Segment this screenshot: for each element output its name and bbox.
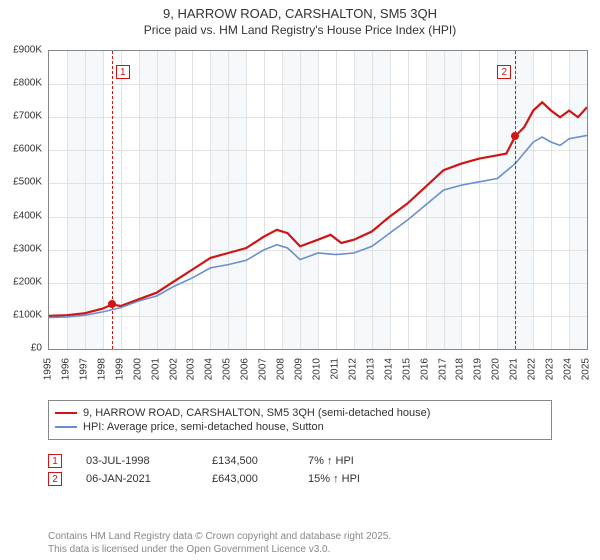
legend-swatch	[55, 426, 77, 428]
x-tick-label: 2005	[222, 358, 233, 380]
y-tick-label: £400K	[13, 210, 42, 221]
x-tick-label: 2006	[240, 358, 251, 380]
x-tick-label: 2003	[186, 358, 197, 380]
legend-item: HPI: Average price, semi-detached house,…	[55, 421, 545, 433]
chart-title-block: 9, HARROW ROAD, CARSHALTON, SM5 3QH Pric…	[0, 0, 600, 38]
y-tick-label: £800K	[13, 78, 42, 89]
x-tick-label: 2023	[545, 358, 556, 380]
x-tick-label: 1998	[96, 358, 107, 380]
legend-item: 9, HARROW ROAD, CARSHALTON, SM5 3QH (sem…	[55, 407, 545, 419]
legend: 9, HARROW ROAD, CARSHALTON, SM5 3QH (sem…	[48, 400, 552, 440]
footer-line1: Contains HM Land Registry data © Crown c…	[48, 531, 552, 544]
title-line1: 9, HARROW ROAD, CARSHALTON, SM5 3QH	[0, 6, 600, 23]
legend-swatch	[55, 412, 77, 414]
txn-index-box: 2	[48, 472, 62, 486]
x-tick-label: 2012	[347, 358, 358, 380]
transaction-row: 2 06-JAN-2021 £643,000 15% ↑ HPI	[48, 472, 552, 486]
txn-date: 06-JAN-2021	[86, 473, 206, 485]
y-tick-label: £0	[31, 343, 42, 354]
marker-box-2: 2	[497, 65, 511, 79]
chart-lines	[49, 51, 587, 349]
x-tick-label: 1996	[60, 358, 71, 380]
txn-price: £643,000	[212, 473, 302, 485]
x-tick-label: 1997	[78, 358, 89, 380]
x-axis-labels: 1995199619971998199920002001200220032004…	[48, 354, 588, 394]
x-tick-label: 1995	[43, 358, 54, 380]
footer-line2: This data is licensed under the Open Gov…	[48, 544, 552, 557]
x-tick-label: 2004	[204, 358, 215, 380]
marker-vline-2	[515, 51, 516, 349]
txn-hpi: 7% ↑ HPI	[308, 455, 408, 467]
x-tick-label: 2014	[383, 358, 394, 380]
x-tick-label: 2015	[401, 358, 412, 380]
x-tick-label: 2021	[509, 358, 520, 380]
y-tick-label: £900K	[13, 45, 42, 56]
txn-price: £134,500	[212, 455, 302, 467]
legend-label: HPI: Average price, semi-detached house,…	[83, 421, 324, 433]
x-tick-label: 2016	[419, 358, 430, 380]
x-tick-label: 2001	[150, 358, 161, 380]
x-tick-label: 2019	[473, 358, 484, 380]
y-tick-label: £700K	[13, 111, 42, 122]
x-tick-label: 2000	[132, 358, 143, 380]
plot-area: 12	[48, 50, 588, 350]
transaction-row: 1 03-JUL-1998 £134,500 7% ↑ HPI	[48, 454, 552, 468]
y-tick-label: £200K	[13, 276, 42, 287]
y-axis-labels: £0£100K£200K£300K£400K£500K£600K£700K£80…	[8, 50, 46, 350]
x-tick-label: 2024	[563, 358, 574, 380]
y-tick-label: £600K	[13, 144, 42, 155]
title-line2: Price paid vs. HM Land Registry's House …	[0, 23, 600, 39]
x-tick-label: 2013	[365, 358, 376, 380]
y-tick-label: £100K	[13, 309, 42, 320]
x-tick-label: 2007	[258, 358, 269, 380]
series-price_paid	[49, 102, 587, 316]
x-tick-label: 2011	[329, 358, 340, 380]
x-tick-label: 2020	[491, 358, 502, 380]
x-tick-label: 2018	[455, 358, 466, 380]
txn-index-box: 1	[48, 454, 62, 468]
x-tick-label: 2017	[437, 358, 448, 380]
y-tick-label: £500K	[13, 177, 42, 188]
x-tick-label: 2008	[276, 358, 287, 380]
footer-attribution: Contains HM Land Registry data © Crown c…	[48, 531, 552, 556]
txn-hpi: 15% ↑ HPI	[308, 473, 408, 485]
x-tick-label: 2010	[312, 358, 323, 380]
marker-dot-1	[108, 300, 116, 308]
transactions-table: 1 03-JUL-1998 £134,500 7% ↑ HPI 2 06-JAN-2021…	[48, 450, 552, 490]
y-tick-label: £300K	[13, 243, 42, 254]
x-tick-label: 2009	[294, 358, 305, 380]
x-tick-label: 2025	[581, 358, 592, 380]
txn-date: 03-JUL-1998	[86, 455, 206, 467]
legend-label: 9, HARROW ROAD, CARSHALTON, SM5 3QH (sem…	[83, 407, 430, 419]
chart: £0 £100K £200K £300K £400K £500K £600K £700K £80…	[8, 46, 592, 396]
series-hpi	[49, 135, 587, 317]
x-tick-label: 2022	[527, 358, 538, 380]
marker-dot-2	[511, 132, 519, 140]
x-tick-label: 1999	[114, 358, 125, 380]
x-tick-label: 2002	[168, 358, 179, 380]
marker-box-1: 1	[116, 65, 130, 79]
